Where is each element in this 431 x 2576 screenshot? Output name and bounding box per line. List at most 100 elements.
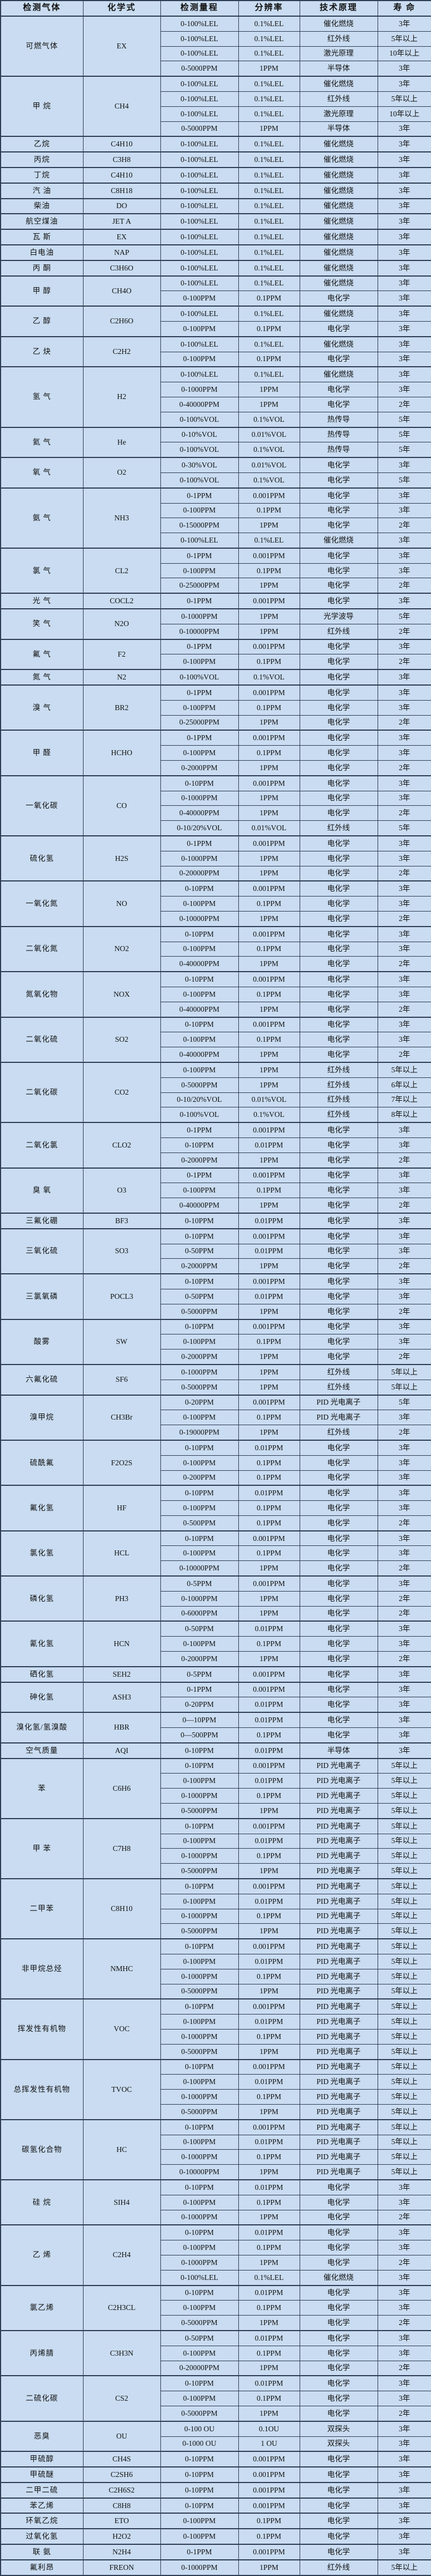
tech-cell: 电化学 xyxy=(299,1122,378,1138)
tech-cell: PID 光电离子 xyxy=(299,1848,378,1864)
tech-cell: PID 光电离子 xyxy=(299,1983,378,1999)
life-cell: 3年 xyxy=(377,1212,431,1229)
resolution-cell: 0.01PPM xyxy=(238,1137,300,1153)
range-cell: 0-10PPM xyxy=(160,1212,239,1229)
tech-cell: PID 光电离子 xyxy=(299,2058,378,2075)
life-cell: 3年 xyxy=(377,790,431,806)
resolution-cell: 0.01PPM xyxy=(238,1485,300,1501)
resolution-cell: 0.001PPM xyxy=(238,1318,300,1335)
resolution-cell: 1PPM xyxy=(238,623,300,640)
table-row: 0-1000PPM 1PPM 电化学 3年 xyxy=(1,790,431,806)
range-cell: 0-100PPM xyxy=(160,1061,239,1078)
life-cell: 3年 xyxy=(377,638,431,655)
tech-cell: 电化学 xyxy=(299,1560,378,1577)
range-cell: 0-50PPM xyxy=(160,2329,239,2346)
formula-cell: CL2 xyxy=(82,547,161,594)
range-cell: 0-5000PPM xyxy=(160,1863,239,1879)
range-cell: 0-10PPM xyxy=(160,2058,239,2075)
table-row: 0-100%LEL 0.1%LEL 催化燃烧 3年 xyxy=(1,2269,431,2286)
tech-cell: 红外线 xyxy=(299,1092,378,1108)
range-cell: 0-10000PPM xyxy=(160,623,239,640)
resolution-cell: 1PPM xyxy=(238,382,300,397)
tech-cell: PID 光电离子 xyxy=(299,1757,378,1774)
tech-cell: PID 光电离子 xyxy=(299,1773,378,1789)
table-row: 0-100%LEL 0.1%LEL 催化燃烧 3年 xyxy=(1,533,431,549)
tech-cell: 电化学 xyxy=(299,2405,378,2422)
resolution-cell: 0.1PPM xyxy=(238,1636,300,1652)
formula-cell: C2H4 xyxy=(82,2224,161,2286)
tech-cell: 电化学 xyxy=(299,1530,378,1546)
range-cell: 0-50PPM xyxy=(160,1288,239,1304)
resolution-cell: 1PPM xyxy=(238,1258,300,1274)
resolution-cell: 1PPM xyxy=(238,1425,300,1441)
table-row: 0-40000PPM 1PPM 电化学 2年 xyxy=(1,1198,431,1214)
gas-name-cell: 砷化氢 xyxy=(0,1681,84,1713)
range-cell: 0-10000PPM xyxy=(160,2164,239,2180)
table-row: 0-10/20%VOL 0.01%VOL 红外线 7年以上 xyxy=(1,1092,431,1108)
formula-cell: ETO xyxy=(82,2513,161,2529)
table-row: 0-5000PPM 1PPM 电化学 2年 xyxy=(1,2315,431,2331)
range-cell: 0-100PPM xyxy=(160,1410,239,1426)
tech-cell: 电化学 xyxy=(299,2451,378,2467)
table-row: 乙 烯 C2H4 0-10PPM 0.01PPM 电化学 3年 xyxy=(0,2224,431,2286)
range-cell: 0-10PPM xyxy=(160,1742,239,1759)
range-cell: 0-100%LEL xyxy=(160,366,239,383)
table-row: 汽 油 C8H18 0-100%LEL 0.1%LEL 催化燃烧 3年 xyxy=(0,182,431,199)
life-cell: 3年 xyxy=(377,2544,431,2560)
tech-cell: PID 光电离子 xyxy=(299,2119,378,2135)
life-cell: 3年 xyxy=(377,669,431,686)
formula-cell: HBR xyxy=(82,1712,161,1743)
range-cell: 0-10PPM xyxy=(160,1318,239,1335)
life-cell: 8年以上 xyxy=(377,1107,431,1123)
formula-cell: NO xyxy=(82,880,161,927)
range-cell: 0-10/20%VOL xyxy=(160,1092,239,1108)
range-cell: 0-100PPM xyxy=(160,2513,239,2529)
life-cell: 3年 xyxy=(377,213,431,230)
range-cell: 0-10PPM xyxy=(160,1998,239,2015)
tech-cell: 电化学 xyxy=(299,518,378,534)
table-row: 0-2000PPM 1PPM 电化学 2年 xyxy=(1,1152,431,1169)
table-row: 氨 气 NH3 0-1PPM 0.001PPM 电化学 3年 xyxy=(0,487,431,549)
table-row: 氯 气 CL2 0-1PPM 0.001PPM 电化学 3年 xyxy=(0,547,431,594)
table-row: 溴甲烷 CH3Br 0-20PPM 0.001PPM PID 光电离子 5年 xyxy=(0,1394,431,1441)
gas-name-cell: 过氧化氢 xyxy=(0,2528,84,2545)
resolution-cell: 1PPM xyxy=(238,1363,300,1380)
range-cell: 0-20000PPM xyxy=(160,865,239,881)
tech-cell: 电化学 xyxy=(299,865,378,881)
resolution-cell: 0.1PPM xyxy=(238,2391,300,2406)
life-cell: 3年 xyxy=(377,880,431,897)
range-cell: 0-100PPM xyxy=(160,2240,239,2255)
range-cell: 0-100%LEL xyxy=(160,2269,239,2286)
range-cell: 0-10PPM xyxy=(160,2179,239,2195)
table-row: 磷化氢 PH3 0-5PPM 0.001PPM 电化学 3年 xyxy=(0,1575,431,1622)
tech-cell: 催化燃烧 xyxy=(299,15,378,32)
formula-cell: JET A xyxy=(82,213,161,230)
range-cell: 0-100%LEL xyxy=(160,31,239,47)
resolution-cell: 0.1PPM xyxy=(238,1410,300,1426)
tech-cell: 电化学 xyxy=(299,487,378,504)
gas-name-cell: 挥发性有机物 xyxy=(0,1998,84,2060)
table-row: 0-5000PPM 1PPM 红外线 6年以上 xyxy=(1,1077,431,1093)
resolution-cell: 0.01PPM xyxy=(238,1212,300,1229)
gas-name-cell: 航空煤油 xyxy=(0,213,84,230)
life-cell: 5年以上 xyxy=(377,1998,431,2015)
formula-cell: He xyxy=(82,426,161,458)
range-cell: 0-5000PPM xyxy=(160,1379,239,1396)
range-cell: 0-10/20%VOL xyxy=(160,820,239,836)
resolution-cell: 0.01PPM xyxy=(238,2375,300,2392)
life-cell: 3年 xyxy=(377,987,431,1002)
life-cell: 5年以上 xyxy=(377,31,431,47)
resolution-cell: 0.1PPM xyxy=(238,321,300,337)
formula-cell: C2H6O xyxy=(82,306,161,337)
tech-cell: PID 光电离子 xyxy=(299,1394,378,1411)
table-row: 0-5000PPM 1PPM 电化学 2年 xyxy=(1,1303,431,1320)
range-cell: 0-1000PPM xyxy=(160,2089,239,2105)
formula-cell: EX xyxy=(82,229,161,245)
header-row: 检测气体 化学式 检测量程 分辨率 技术原理 寿 命 xyxy=(0,0,431,17)
range-cell: 0-100PPM xyxy=(160,1893,239,1909)
range-cell: 0-10PPM xyxy=(160,775,239,791)
table-row: 溴化氢/氢溴酸 HBR 0—10PPM 0.01PPM 电化学 3年 xyxy=(0,1712,431,1743)
tech-cell: 电化学 xyxy=(299,1167,378,1184)
tech-cell: 电化学 xyxy=(299,941,378,957)
tech-cell: 电化学 xyxy=(299,1485,378,1501)
